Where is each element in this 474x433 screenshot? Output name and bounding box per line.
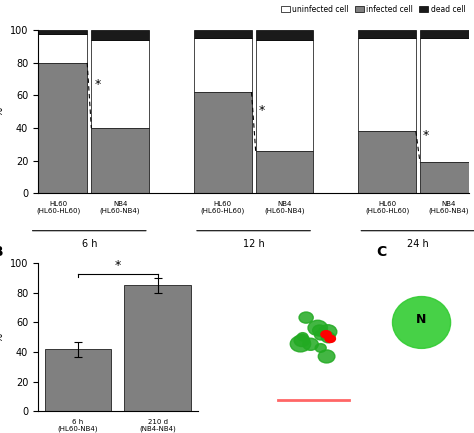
Bar <box>255 40 313 151</box>
Ellipse shape <box>315 325 331 337</box>
Ellipse shape <box>291 334 305 346</box>
Text: N: N <box>416 313 427 326</box>
Bar <box>358 131 416 193</box>
Ellipse shape <box>294 320 308 330</box>
Ellipse shape <box>313 342 329 355</box>
Text: C: C <box>376 245 386 259</box>
Bar <box>91 128 149 193</box>
Ellipse shape <box>319 343 335 355</box>
Bar <box>45 349 111 411</box>
Text: 6 h: 6 h <box>82 239 97 249</box>
Bar <box>358 39 416 131</box>
Ellipse shape <box>392 297 451 349</box>
Y-axis label: %: % <box>0 333 4 342</box>
Ellipse shape <box>298 336 312 346</box>
Text: 12 h: 12 h <box>243 239 264 249</box>
Ellipse shape <box>305 319 317 327</box>
Bar <box>420 162 474 193</box>
Bar <box>255 151 313 193</box>
Bar <box>91 30 149 40</box>
Bar <box>255 30 313 40</box>
Bar <box>30 30 87 34</box>
Text: *: * <box>423 129 429 142</box>
Ellipse shape <box>298 344 309 353</box>
Ellipse shape <box>319 323 337 338</box>
Bar <box>194 30 252 39</box>
Bar <box>194 92 252 193</box>
Text: *: * <box>94 78 100 90</box>
Text: *: * <box>115 259 121 272</box>
Bar <box>124 285 191 411</box>
Bar <box>194 39 252 92</box>
Bar <box>420 30 474 39</box>
Ellipse shape <box>316 334 336 350</box>
Bar <box>91 40 149 128</box>
Circle shape <box>321 331 331 338</box>
Bar <box>30 63 87 193</box>
Text: 24 h: 24 h <box>407 239 429 249</box>
Text: *: * <box>259 103 265 116</box>
Bar <box>420 39 474 162</box>
Circle shape <box>325 335 336 343</box>
Bar <box>358 30 416 39</box>
Ellipse shape <box>316 344 328 354</box>
Legend: uninfected cell, infected cell, dead cell: uninfected cell, infected cell, dead cel… <box>281 5 465 14</box>
Text: B: B <box>0 245 4 259</box>
Y-axis label: %: % <box>0 107 4 116</box>
Bar <box>30 34 87 63</box>
Ellipse shape <box>294 320 307 330</box>
